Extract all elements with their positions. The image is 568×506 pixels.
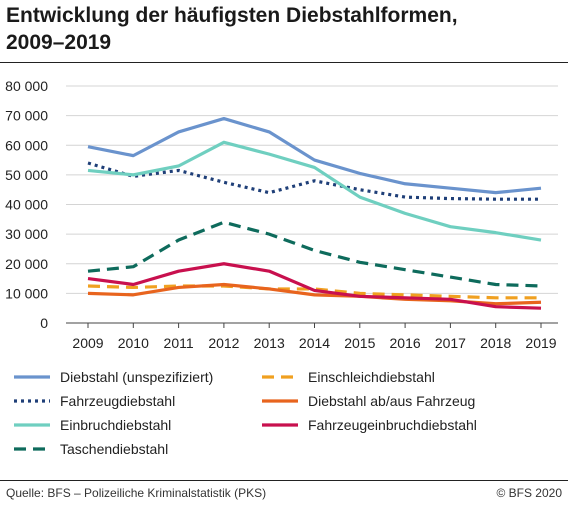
series-line-1 <box>87 116 542 195</box>
legend-swatch <box>262 423 298 427</box>
chart-title: Entwicklung der häufigsten Diebstahlform… <box>6 2 562 56</box>
legend-item-3: Einbruchdiebstahl <box>14 414 171 436</box>
x-tick-label: 2015 <box>344 335 375 351</box>
y-axis-tick-labels: 0 10 000 20 000 30 000 40 000 50 000 60 000 70 … <box>5 78 48 331</box>
y-tick-label: 80 000 <box>5 78 48 94</box>
y-tick-label: 10 000 <box>5 285 48 301</box>
copyright-note: © BFS 2020 <box>496 486 562 500</box>
x-tick-label: 2012 <box>208 335 239 351</box>
series-line-4 <box>87 220 542 288</box>
y-tick-label: 40 000 <box>5 197 48 213</box>
chart-title-line-1: Entwicklung der häufigsten Diebstahlform… <box>6 4 458 27</box>
legend-item-1: Diebstahl (unspezifiziert) <box>14 366 213 388</box>
footer-divider <box>0 480 568 481</box>
legend-label: Taschendiebstahl <box>60 441 169 457</box>
x-axis-tick-labels: 2009 2010 2011 2012 2013 2014 2015 2016 2017 2018… <box>72 323 557 351</box>
x-tick-label: 2017 <box>435 335 466 351</box>
x-tick-label: 2013 <box>254 335 285 351</box>
x-tick-label: 2018 <box>480 335 511 351</box>
source-note: Quelle: BFS – Polizeiliche Kriminalstati… <box>6 486 267 500</box>
legend-label: Einschleichdiebstahl <box>308 369 435 385</box>
y-tick-label: 50 000 <box>5 167 48 183</box>
series-line-7 <box>87 262 542 310</box>
y-tick-label: 70 000 <box>5 108 48 124</box>
legend-item-7: Fahrzeugeinbruchdiebstahl <box>262 414 477 436</box>
legend-label: Einbruchdiebstahl <box>60 417 172 433</box>
legend-swatch <box>14 375 50 379</box>
series-line-2 <box>87 161 541 201</box>
chart-title-line-2: 2009–2019 <box>6 31 112 54</box>
legend-swatch <box>262 375 298 379</box>
line-chart: 0 10 000 20 000 30 000 40 000 50 000 60 000 70 … <box>5 78 558 351</box>
legend-swatch <box>14 399 50 403</box>
legend-item-2: Fahrzeugdiebstahl <box>14 390 175 412</box>
legend-label: Fahrzeugdiebstahl <box>60 393 176 409</box>
legend-swatch <box>14 447 50 451</box>
legend-item-6: Diebstahl ab/aus Fahrzeug <box>262 390 475 412</box>
x-tick-label: 2010 <box>118 335 149 351</box>
legend-label: Fahrzeugeinbruchdiebstahl <box>308 417 477 433</box>
y-tick-label: 30 000 <box>5 226 48 242</box>
x-tick-label: 2016 <box>390 335 421 351</box>
legend-swatch <box>14 423 50 427</box>
y-tick-label: 60 000 <box>5 137 48 153</box>
series-line-3 <box>87 140 542 242</box>
chart-gridlines <box>66 85 558 324</box>
legend-item-5: Einschleichdiebstahl <box>262 366 435 388</box>
x-tick-label: 2009 <box>72 335 103 351</box>
x-tick-label: 2011 <box>164 335 194 351</box>
legend-swatch <box>262 399 298 403</box>
x-tick-label: 2014 <box>299 335 330 351</box>
title-divider <box>0 62 568 63</box>
x-tick-label: 2019 <box>525 335 556 351</box>
legend-item-4: Taschendiebstahl <box>14 438 168 460</box>
legend-label: Diebstahl (unspezifiziert) <box>60 369 214 385</box>
chart-series <box>87 116 542 310</box>
legend-label: Diebstahl ab/aus Fahrzeug <box>308 393 476 409</box>
y-tick-label: 20 000 <box>5 256 48 272</box>
y-tick-label: 0 <box>40 315 48 331</box>
chart-legend: Diebstahl (unspezifiziert) Einschleichdie… <box>0 362 568 472</box>
